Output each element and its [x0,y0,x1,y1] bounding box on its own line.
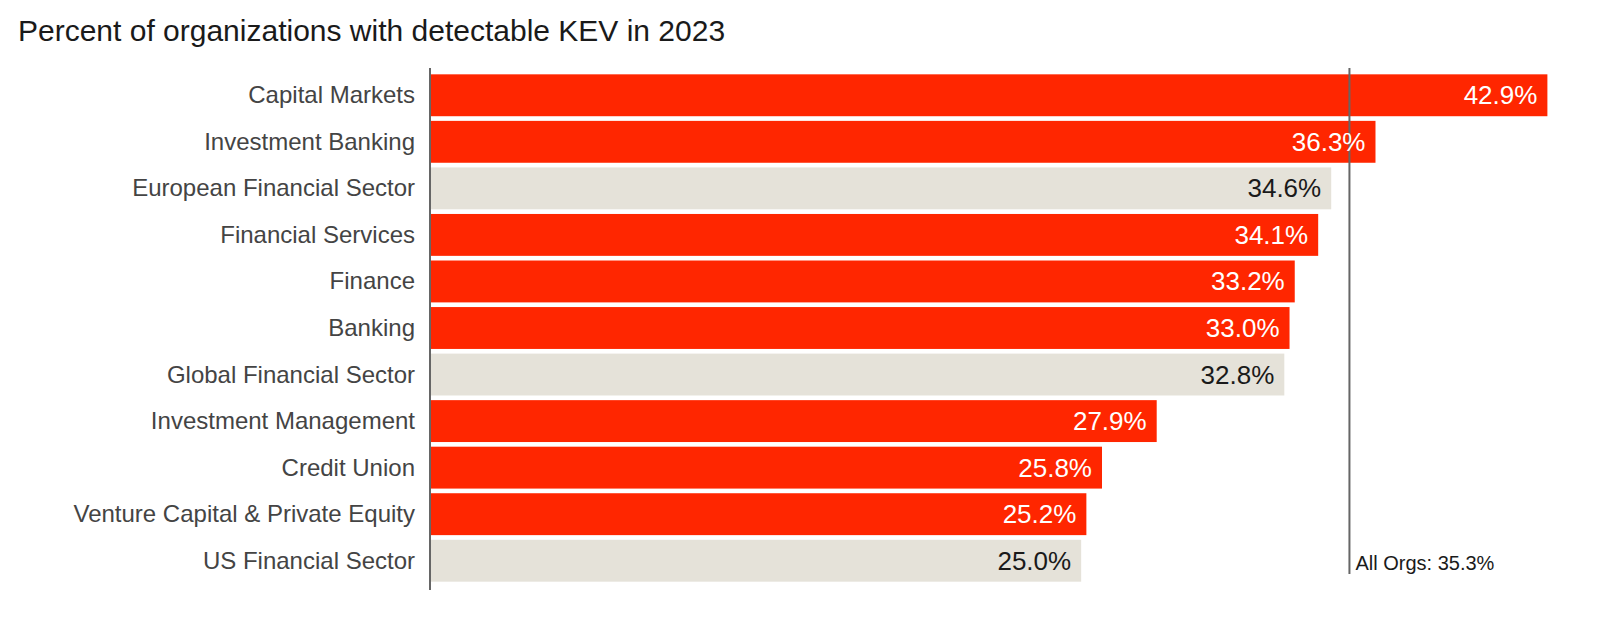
data-label: 42.9% [1464,80,1538,110]
category-label: Capital Markets [248,81,415,108]
chart: Percent of organizations with detectable… [0,0,1600,629]
data-label: 36.3% [1292,127,1366,157]
bar [430,354,1284,396]
category-label: Credit Union [282,454,415,481]
reference-label: All Orgs: 35.3% [1355,552,1494,574]
category-label: Investment Banking [204,128,415,155]
data-label: 25.8% [1018,453,1092,483]
category-label: Finance [330,267,415,294]
category-label: Global Financial Sector [167,361,415,388]
category-label: Venture Capital & Private Equity [73,500,415,527]
data-label: 34.1% [1234,220,1308,250]
category-label: US Financial Sector [203,547,415,574]
category-label: Investment Management [151,407,415,434]
bar [430,121,1375,163]
category-label: Banking [328,314,415,341]
data-label: 27.9% [1073,406,1147,436]
data-label: 34.6% [1247,173,1321,203]
bar [430,540,1081,582]
axis-line [429,68,431,590]
data-label: 25.0% [997,546,1071,576]
data-label: 32.8% [1201,360,1275,390]
bar [430,167,1331,209]
bar [430,74,1547,116]
bars [430,74,1547,581]
bar [430,493,1086,535]
category-label: European Financial Sector [132,174,415,201]
bar [430,400,1157,442]
bar [430,447,1102,489]
data-label: 25.2% [1003,499,1077,529]
data-label: 33.2% [1211,266,1285,296]
bar [430,307,1290,349]
data-label: 33.0% [1206,313,1280,343]
title: Percent of organizations with detectable… [18,14,725,47]
category-label: Financial Services [220,221,415,248]
bar [430,261,1295,303]
bar [430,214,1318,256]
